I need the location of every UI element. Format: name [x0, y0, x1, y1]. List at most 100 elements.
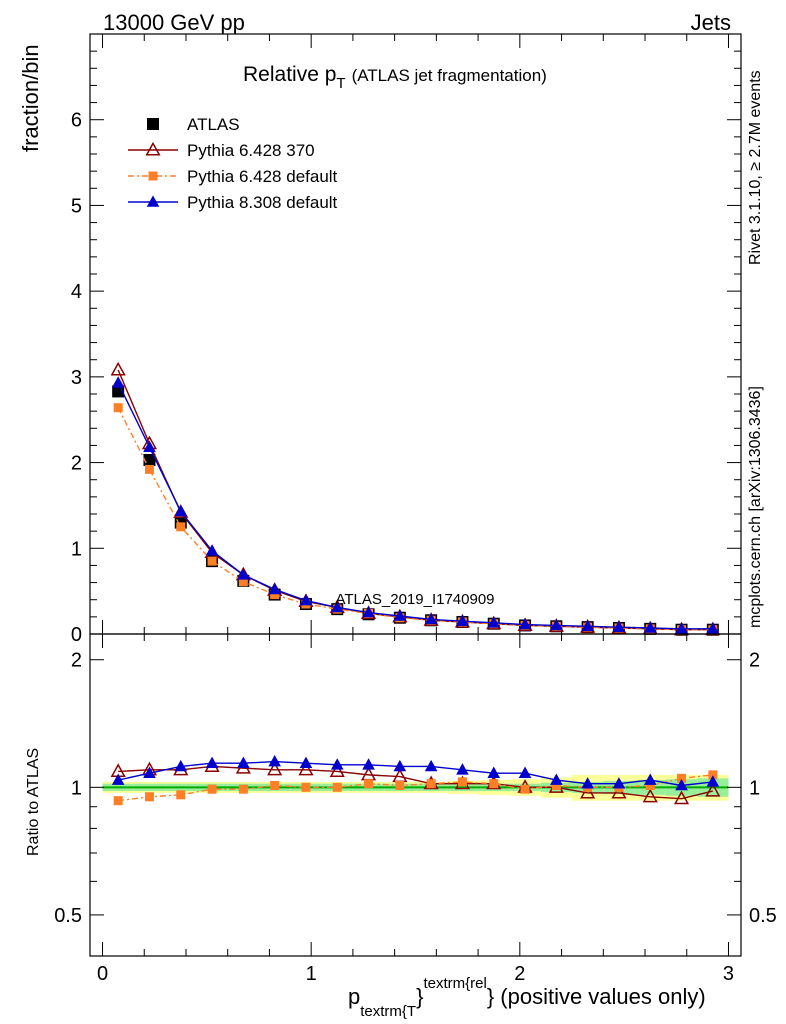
x-tick-label: 2 [514, 963, 525, 985]
main-y-tick-label: 0 [71, 624, 82, 646]
data-point [612, 777, 626, 789]
data-point [393, 759, 407, 772]
data-point [675, 778, 688, 791]
data-point [237, 756, 250, 769]
data-point [174, 759, 188, 772]
ratio-panel: 0 1 2 3 0.5 0.5 1 1 2 2 [54, 633, 777, 985]
x-axis-label-sup: textrm{rel [423, 975, 486, 992]
x-axis-label-p: p [348, 984, 360, 1009]
data-point [176, 790, 186, 800]
data-point [268, 582, 281, 595]
plot-title-paren: (ATLAS jet fragmentation) [352, 66, 547, 85]
data-point [174, 504, 188, 517]
data-point [645, 780, 655, 790]
ratio-y-tick-label: 0.5 [54, 905, 82, 927]
plot-title-main: Relative p [243, 63, 336, 86]
ratio-series [110, 754, 721, 806]
ratio-line [118, 760, 713, 787]
main-y-tick-label: 3 [71, 367, 82, 389]
x-tick-label: 1 [306, 963, 317, 985]
data-point [267, 761, 283, 776]
data-point [205, 756, 219, 769]
data-point [706, 622, 720, 634]
data-point [329, 763, 345, 778]
main-series [110, 361, 721, 636]
data-point [330, 600, 344, 613]
data-point [143, 454, 156, 466]
data-point [298, 761, 314, 776]
main-panel: 0 1 2 3 4 5 6 ATLAS_2019_I1740909 ATLAS Pythia … [71, 33, 742, 646]
data-point [550, 773, 563, 785]
data-point [581, 777, 594, 789]
analysis-watermark: ATLAS_2019_I1740909 [335, 591, 494, 608]
data-point [456, 614, 469, 626]
data-point [176, 522, 186, 532]
data-point [520, 784, 530, 794]
ratio-panel-frame [89, 633, 742, 957]
data-point [675, 622, 688, 634]
main-y-tick-label: 6 [71, 110, 82, 132]
data-point [299, 756, 313, 769]
data-point [612, 620, 626, 632]
legend: ATLAS Pythia 6.428 370 Pythia 6.428 defaul… [128, 115, 338, 212]
data-point [424, 612, 438, 625]
legend-item: Pythia 6.428 370 [128, 141, 315, 160]
data-point [705, 782, 721, 797]
ratio-uncertainty-band [102, 774, 729, 801]
data-point [110, 361, 126, 376]
legend-item: Pythia 8.308 default [128, 193, 338, 212]
bottom-y-axis-label: Ratio to ATLAS [25, 748, 42, 856]
data-point [580, 784, 596, 799]
main-axis-ticks: 0 1 2 3 4 5 6 [71, 33, 741, 646]
data-point [456, 763, 469, 775]
x-axis-label-brace: } [416, 984, 423, 1009]
legend-label: Pythia 8.308 default [187, 193, 338, 212]
legend-item: Pythia 6.428 default [128, 167, 338, 186]
ratio-y-tick-label-right: 2 [749, 650, 760, 672]
ratio-series-3 [111, 754, 720, 791]
data-point [205, 544, 219, 556]
header-left: 13000 GeV pp [103, 10, 245, 35]
data-point [145, 141, 161, 156]
data-point [111, 773, 125, 785]
data-point [424, 759, 438, 772]
data-point [395, 780, 405, 790]
data-point [148, 171, 158, 181]
data-point [111, 376, 125, 388]
data-point [706, 775, 720, 787]
legend-item: ATLAS [147, 115, 240, 134]
data-point [113, 403, 123, 413]
data-point [457, 777, 467, 787]
data-point [487, 616, 501, 628]
data-point [643, 773, 657, 785]
data-point [643, 621, 657, 633]
data-point [237, 568, 250, 580]
ratio-line [118, 774, 713, 802]
x-axis-label-sub: textrm{T [360, 1003, 416, 1020]
data-point [426, 779, 436, 789]
data-point [144, 792, 154, 802]
rivet-label: Rivet 3.1.10, ≥ 2.7M events [747, 70, 764, 265]
data-point [143, 766, 156, 778]
data-point [301, 782, 311, 792]
ratio-axis-ticks: 0 1 2 3 0.5 0.5 1 1 2 2 [54, 634, 777, 985]
data-point [146, 195, 160, 207]
data-point [362, 605, 375, 618]
data-point [518, 766, 532, 778]
header-right: Jets [691, 10, 731, 35]
data-point [268, 754, 281, 767]
data-point [673, 790, 690, 805]
data-point [362, 758, 375, 770]
data-point [299, 593, 313, 606]
data-point [489, 779, 499, 789]
data-point [364, 779, 374, 789]
data-point [270, 590, 280, 600]
data-point [270, 780, 280, 790]
data-point [518, 617, 532, 630]
plot-title-sub: T [336, 75, 345, 92]
ratio-y-tick-label-right: 1 [749, 777, 760, 799]
main-y-tick-label: 4 [71, 281, 82, 303]
series-3 [111, 376, 720, 634]
data-point [147, 118, 159, 130]
